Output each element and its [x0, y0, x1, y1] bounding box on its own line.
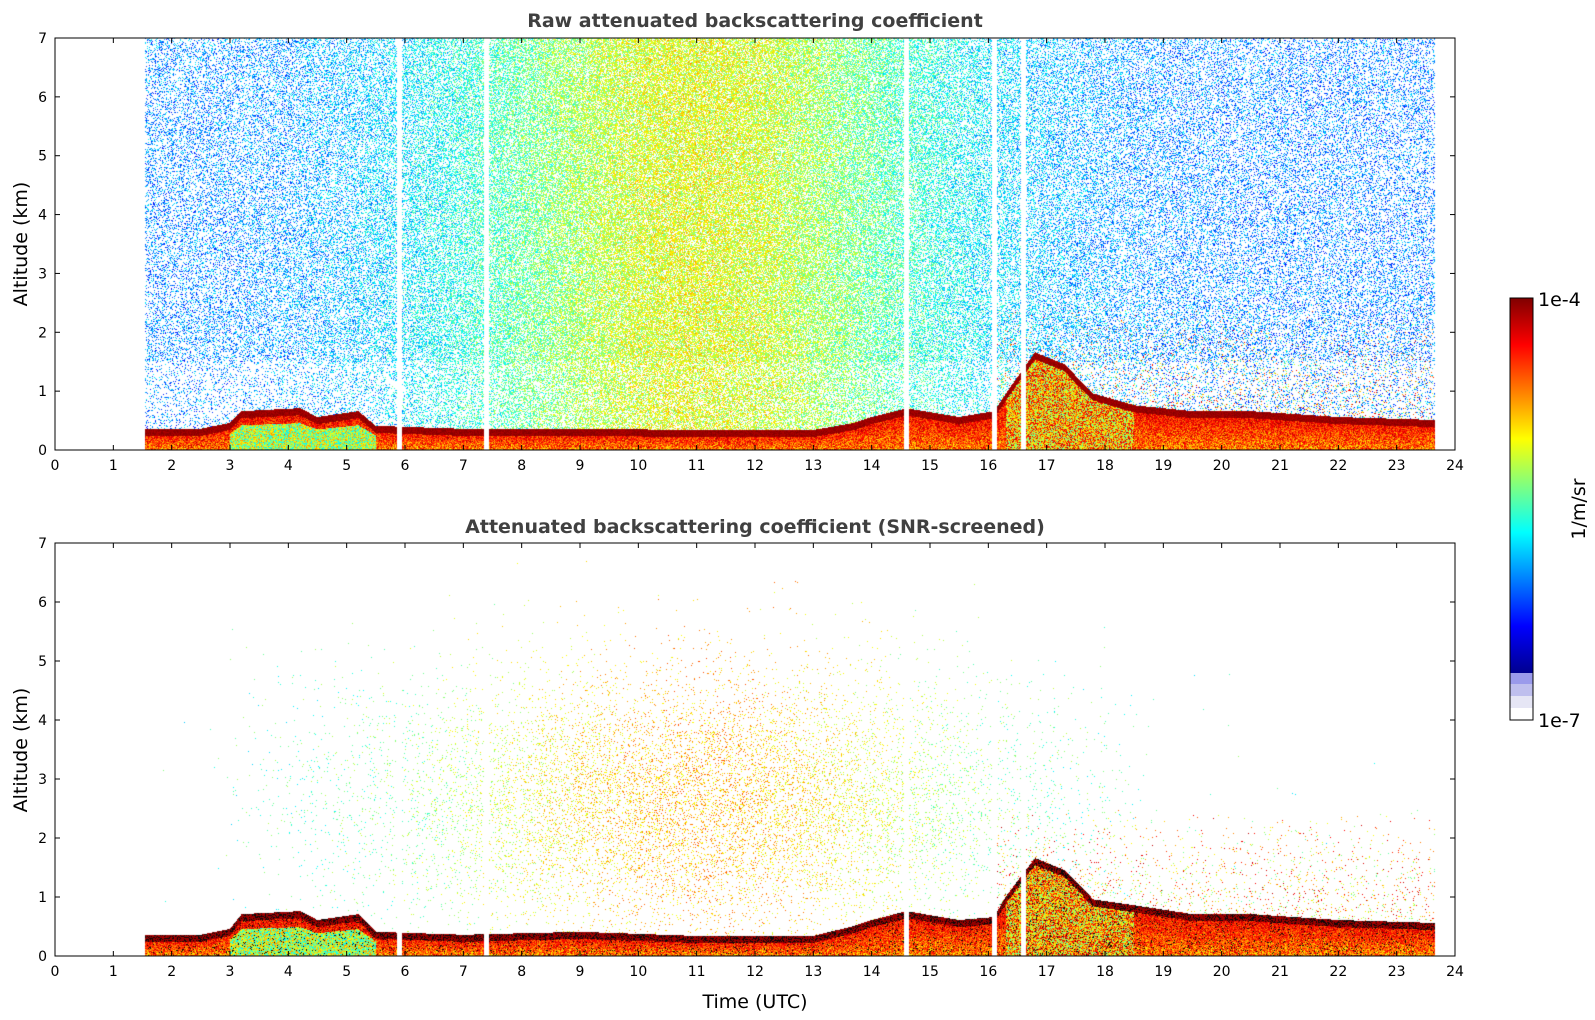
raw-ticks: 0 1 2 3 4 5 6 7 8 9 10 11 12 13 14 15 16 17 18 19 20 21 22 23 24…	[38, 31, 1464, 474]
x-tick-label: 16	[979, 458, 997, 474]
y-tick-label: 3	[38, 772, 47, 788]
y-tick-label: 7	[38, 536, 47, 552]
colorbar-frame	[1509, 297, 1534, 721]
screened-heatmap	[55, 543, 1455, 956]
x-tick-label: 21	[1271, 964, 1289, 980]
screened-ylabel: Altitude (km)	[10, 688, 32, 813]
x-tick-label: 3	[226, 964, 235, 980]
x-tick-label: 24	[1446, 458, 1464, 474]
x-tick-label: 7	[459, 964, 468, 980]
x-tick-label: 18	[1096, 458, 1114, 474]
y-tick-label: 2	[38, 831, 47, 847]
y-tick-label: 3	[38, 266, 47, 282]
x-tick-label: 21	[1271, 458, 1289, 474]
y-tick-label: 7	[38, 31, 47, 47]
x-tick-label: 7	[459, 458, 468, 474]
y-tick-label: 0	[38, 949, 47, 965]
colorbar-max-label: 1e-4	[1538, 289, 1581, 311]
x-tick-label: 10	[629, 458, 647, 474]
raw-ylabel: Altitude (km)	[10, 182, 32, 307]
x-tick-label: 1	[109, 458, 118, 474]
y-tick-label: 1	[38, 890, 47, 906]
x-tick-label: 3	[226, 458, 235, 474]
x-tick-label: 23	[1388, 964, 1406, 980]
x-tick-label: 5	[342, 964, 351, 980]
x-tick-label: 13	[804, 964, 822, 980]
x-tick-label: 14	[863, 964, 881, 980]
x-tick-label: 0	[51, 458, 60, 474]
panel-screened: Attenuated backscattering coefficient (S…	[10, 516, 1464, 1013]
x-tick-label: 14	[863, 458, 881, 474]
colorbar-low-band-2	[1510, 684, 1533, 696]
x-tick-label: 11	[688, 458, 706, 474]
x-tick-label: 9	[576, 964, 585, 980]
colorbar-unit-label: 1/m/sr	[1568, 478, 1590, 539]
x-tick-label: 17	[1038, 458, 1056, 474]
x-tick-label: 19	[1154, 458, 1172, 474]
y-tick-label: 6	[38, 90, 47, 106]
y-tick-label: 5	[38, 654, 47, 670]
x-tick-label: 20	[1213, 458, 1231, 474]
y-tick-label: 4	[38, 208, 47, 224]
x-tick-label: 22	[1329, 458, 1347, 474]
colorbar-min-label: 1e-7	[1538, 710, 1581, 732]
x-tick-label: 5	[342, 458, 351, 474]
x-tick-label: 11	[688, 964, 706, 980]
x-tick-label: 16	[979, 964, 997, 980]
x-tick-label: 9	[576, 458, 585, 474]
panel-raw-title: Raw attenuated backscattering coefficien…	[527, 10, 983, 32]
colorbar-low-band-1	[1510, 673, 1533, 684]
x-tick-label: 12	[746, 964, 764, 980]
x-tick-label: 19	[1154, 964, 1172, 980]
y-tick-label: 0	[38, 443, 47, 459]
x-tick-label: 2	[167, 458, 176, 474]
screened-ticks: 0 1 2 3 4 5 6 7 8 9 10 11 12 13 14 15 16 17 18 19 20 21 22 23 24…	[38, 536, 1464, 980]
x-tick-label: 6	[401, 458, 410, 474]
screened-xlabel: Time (UTC)	[701, 991, 807, 1013]
x-tick-label: 15	[921, 964, 939, 980]
y-tick-label: 4	[38, 713, 47, 729]
x-tick-label: 8	[517, 458, 526, 474]
y-tick-label: 1	[38, 384, 47, 400]
panel-raw: Raw attenuated backscattering coefficien…	[10, 10, 1464, 474]
x-tick-label: 17	[1038, 964, 1056, 980]
x-tick-label: 0	[51, 964, 60, 980]
x-tick-label: 20	[1213, 964, 1231, 980]
x-tick-label: 4	[284, 964, 293, 980]
colorbar-low-band-3	[1510, 696, 1533, 708]
y-tick-label: 2	[38, 325, 47, 341]
raw-heatmap	[55, 38, 1455, 450]
y-tick-label: 6	[38, 595, 47, 611]
x-tick-label: 23	[1388, 458, 1406, 474]
x-tick-label: 1	[109, 964, 118, 980]
x-tick-label: 2	[167, 964, 176, 980]
x-tick-label: 15	[921, 458, 939, 474]
colorbar-gradient	[1510, 298, 1533, 673]
x-tick-label: 6	[401, 964, 410, 980]
x-tick-label: 18	[1096, 964, 1114, 980]
x-tick-label: 13	[804, 458, 822, 474]
panel-screened-title: Attenuated backscattering coefficient (S…	[465, 516, 1045, 538]
y-tick-label: 5	[38, 149, 47, 165]
x-tick-label: 22	[1329, 964, 1347, 980]
x-tick-label: 24	[1446, 964, 1464, 980]
colorbar: 1e-4 1e-7 1/m/sr	[1509, 289, 1590, 732]
x-tick-label: 4	[284, 458, 293, 474]
x-tick-label: 10	[629, 964, 647, 980]
x-tick-label: 12	[746, 458, 764, 474]
x-tick-label: 8	[517, 964, 526, 980]
